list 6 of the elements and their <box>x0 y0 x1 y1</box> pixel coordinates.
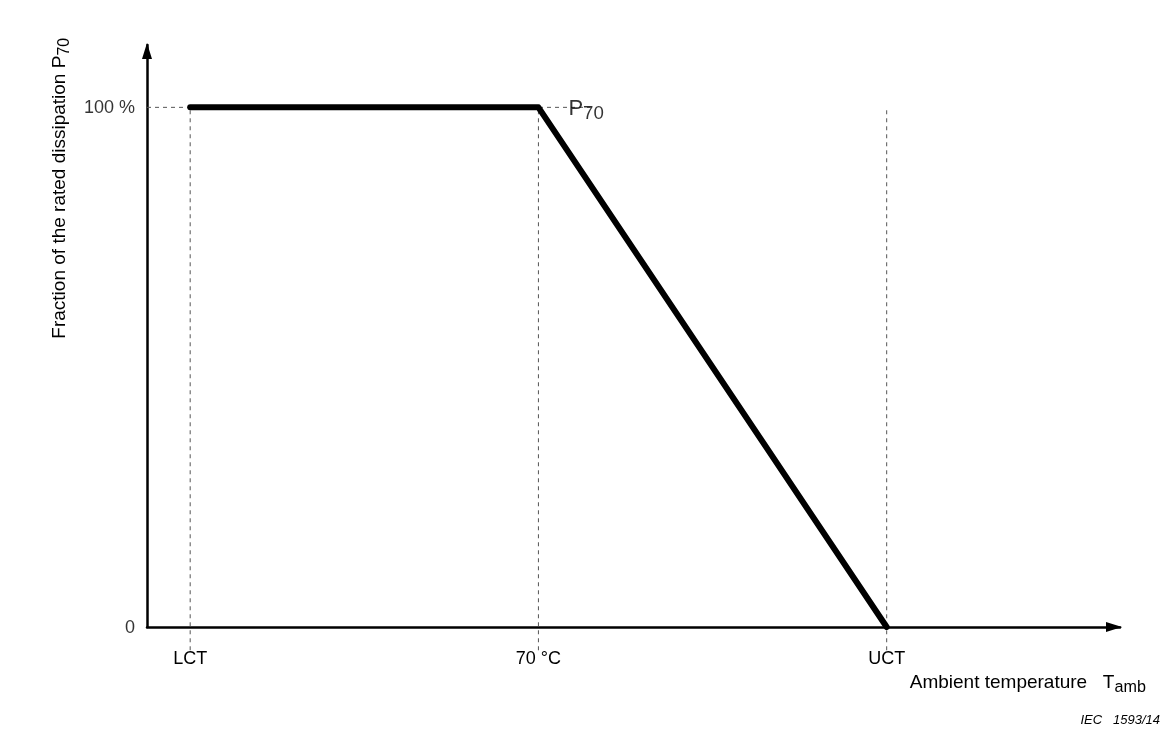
x-tick-label: LCT <box>173 648 208 668</box>
x-tick-label: 70 °C <box>515 648 562 668</box>
text: IEC 1593/14 <box>1080 712 1160 727</box>
text: 0 <box>124 617 135 637</box>
text: 100 % <box>83 97 135 118</box>
x-tick-label: UCT <box>868 648 906 668</box>
